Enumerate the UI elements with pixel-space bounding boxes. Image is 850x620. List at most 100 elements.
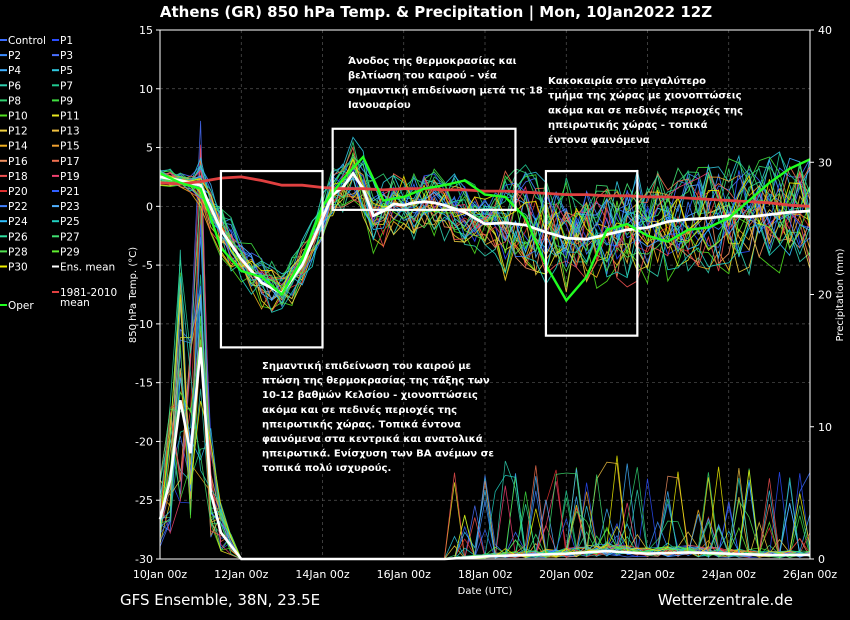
series-line xyxy=(159,175,811,208)
annotations: Άνοδος της θερμοκρασίας και βελτίωση του … xyxy=(262,55,743,474)
legend-label: P2 xyxy=(8,50,21,62)
legend-label: P5 xyxy=(60,65,73,77)
y-tick-label: -20 xyxy=(135,435,153,448)
y-axis-ticks: 15 10 5 0 -5 -10 -15 -20 -25 -30 xyxy=(135,24,160,566)
member-line xyxy=(159,179,811,313)
annotation-line: έντονα φαινόμενα xyxy=(548,134,650,146)
annotation-line: ηπειρωτικής χώρας. Τοπικά έντονα xyxy=(262,418,461,430)
legend-label: P18 xyxy=(8,171,28,183)
chart-title: Athens (GR) 850 hPa Temp. & Precipitatio… xyxy=(160,3,712,22)
legend-label: P3 xyxy=(60,50,73,62)
legend-label: P10 xyxy=(8,111,28,123)
legend-label: P7 xyxy=(60,80,73,92)
legend-label: P16 xyxy=(8,156,28,168)
highlight-box xyxy=(544,169,639,337)
legend-label: Control xyxy=(8,35,46,47)
y-tick-label: -15 xyxy=(135,377,153,390)
member-line xyxy=(159,156,811,300)
legend-label: 1981-2010 xyxy=(60,287,117,299)
legend-label: P22 xyxy=(8,201,28,213)
annotation-line: φαινόμενα στα κεντρικά και ανατολικά xyxy=(262,433,483,445)
legend-label: P12 xyxy=(8,126,28,138)
legend-label: P1 xyxy=(60,35,73,47)
x-axis-label: Date (UTC) xyxy=(458,586,513,597)
annotation-line: ηπειρωτικής χώρας - τοπικά xyxy=(548,119,708,131)
annotation-line: 10-12 βαθμών Κελσίου - χιονοπτώσεις xyxy=(262,389,478,401)
y-tick-label: -5 xyxy=(142,259,153,272)
x-tick-label: 10Jan 00z xyxy=(133,568,187,581)
x-tick-label: 16Jan 00z xyxy=(377,568,431,581)
member-line xyxy=(159,162,811,295)
x-tick-label: 12Jan 00z xyxy=(214,568,268,581)
y2-tick-label: 20 xyxy=(818,289,832,302)
y-tick-label: 15 xyxy=(139,24,153,37)
y-tick-label: -30 xyxy=(135,553,153,566)
legend-label: P15 xyxy=(60,141,80,153)
y-axis-label: 850 hPa Temp. (°C) xyxy=(128,247,139,343)
x-tick-label: 14Jan 00z xyxy=(295,568,349,581)
legend-label: P11 xyxy=(60,111,80,123)
legend-label: Oper xyxy=(8,300,34,312)
x-tick-label: 18Jan 00z xyxy=(458,568,512,581)
legend-label: P30 xyxy=(8,262,28,274)
highlight-boxes xyxy=(219,127,639,349)
x-tick-label: 24Jan 00z xyxy=(702,568,756,581)
highlight-box xyxy=(331,127,517,211)
series-line xyxy=(159,154,811,303)
annotation-line: Άνοδος της θερμοκρασίας και xyxy=(348,55,517,67)
y2-tick-label: 40 xyxy=(818,24,832,37)
legend-label: P28 xyxy=(8,246,28,258)
y2-tick-label: 0 xyxy=(818,553,825,566)
y2-tick-label: 10 xyxy=(818,421,832,434)
legend-label: P19 xyxy=(60,171,80,183)
member-line xyxy=(159,179,811,313)
annotation-line: σημαντική επιδείνωση μετά τις 18 xyxy=(348,84,543,96)
annotation-line: Κακοκαιρία στο μεγαλύτερο xyxy=(548,75,706,87)
footer-site: Wetterzentrale.de xyxy=(658,591,793,609)
annotation-line: βελτίωση του καιρού - νέα xyxy=(348,70,497,82)
legend-label: P8 xyxy=(8,95,21,107)
legend-label: P24 xyxy=(8,216,28,228)
legend-label: P27 xyxy=(60,231,80,243)
annotation-line: Ιανουαρίου xyxy=(348,99,411,111)
annotation-line: τοπικά πολύ ισχυρούς. xyxy=(262,462,391,474)
annotation-line: τμήμα της χώρας με χιονοπτώσεις xyxy=(548,90,742,102)
annotation-line: πτώση της θερμοκρασίας της τάξης των xyxy=(262,375,490,387)
legend-label: P21 xyxy=(60,186,80,198)
y2-tick-label: 30 xyxy=(818,156,832,169)
y-tick-label: 5 xyxy=(146,142,153,155)
annotation-line: ακόμα και σε πεδινές περιοχές της xyxy=(548,104,743,116)
y-tick-label: -25 xyxy=(135,494,153,507)
member-line xyxy=(159,161,811,307)
annotation-line: ακόμα και σε πεδινές περιοχές της xyxy=(262,404,457,416)
legend-label: P9 xyxy=(60,95,73,107)
footer-model: GFS Ensemble, 38N, 23.5E xyxy=(120,591,320,609)
member-line xyxy=(159,175,811,300)
legend-label: P26 xyxy=(8,231,28,243)
legend-label: P13 xyxy=(60,126,80,138)
legend-label: P25 xyxy=(60,216,80,228)
x-tick-label: 20Jan 00z xyxy=(539,568,593,581)
annotation-line: ηπειρωτικά. Ενίσχυση των ΒΑ ανέμων σε xyxy=(262,448,494,460)
x-axis-ticks: 10Jan 00z 12Jan 00z 14Jan 00z 16Jan 00z 18Ja… xyxy=(133,568,837,581)
legend-label: P4 xyxy=(8,65,21,77)
legend-label: P20 xyxy=(8,186,28,198)
legend-label: P14 xyxy=(8,141,28,153)
highlight-box xyxy=(219,169,324,349)
main-series xyxy=(158,154,811,561)
legend: Control P1 P2 P3 P4 P5 P6 P7 P8 P9 P10 P11 P12 P13 P14… xyxy=(0,35,117,312)
y-tick-label: -10 xyxy=(135,318,153,331)
legend-label: P23 xyxy=(60,201,80,213)
y-tick-label: 0 xyxy=(146,200,153,213)
legend-label: Ens. mean xyxy=(60,262,115,274)
legend-label: P29 xyxy=(60,246,80,258)
member-line xyxy=(159,158,811,291)
x-tick-label: 22Jan 00z xyxy=(620,568,674,581)
y-tick-label: 10 xyxy=(139,83,153,96)
legend-label: P17 xyxy=(60,156,80,168)
x-tick-label: 26Jan 00z xyxy=(783,568,837,581)
legend-label: P6 xyxy=(8,80,21,92)
legend-label: mean xyxy=(60,297,90,309)
annotation-line: Σημαντική επιδείνωση του καιρού με xyxy=(262,360,471,372)
